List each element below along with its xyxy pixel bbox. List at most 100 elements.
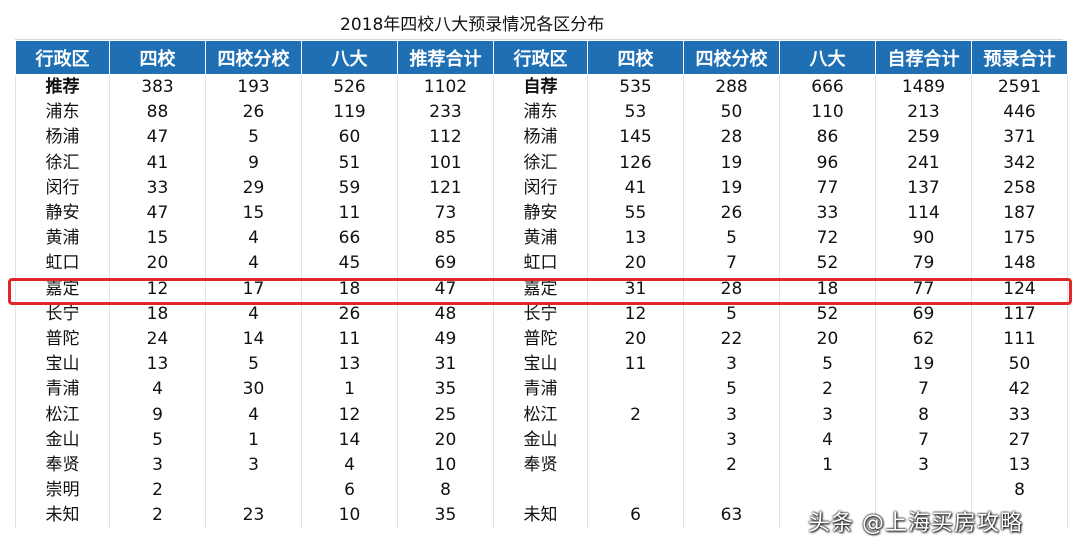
value-cell: 4 [779, 427, 876, 453]
value-cell: 41 [109, 150, 206, 176]
value-cell: 2 [109, 503, 206, 529]
value-cell: 3 [683, 352, 780, 378]
value-cell: 4 [205, 402, 302, 428]
district-cell: 虹口 [15, 251, 110, 277]
value-cell: 77 [875, 276, 972, 302]
value-cell: 27 [971, 427, 1068, 453]
column-header: 八大 [301, 40, 398, 75]
value-cell: 7 [875, 377, 972, 403]
value-cell: 12 [109, 276, 206, 302]
district-cell: 普陀 [15, 326, 110, 353]
value-cell: 7 [683, 251, 780, 277]
value-cell: 114 [875, 200, 972, 227]
district-cell: 松江 [493, 402, 588, 428]
value-cell: 258 [971, 175, 1068, 201]
value-cell: 25 [397, 402, 494, 428]
value-cell: 49 [397, 326, 494, 353]
value-cell: 175 [971, 226, 1068, 252]
value-cell: 11 [587, 352, 684, 378]
value-cell: 1102 [397, 74, 494, 101]
value-cell: 446 [971, 100, 1068, 126]
district-cell: 黄浦 [15, 226, 110, 252]
value-cell: 13 [971, 452, 1068, 478]
value-cell: 1 [779, 452, 876, 478]
value-cell [587, 478, 684, 504]
value-cell: 2 [587, 402, 684, 428]
value-cell: 20 [587, 251, 684, 277]
value-cell: 62 [875, 326, 972, 353]
value-cell: 121 [397, 175, 494, 201]
value-cell: 3 [875, 452, 972, 478]
value-cell: 5 [683, 301, 780, 327]
value-cell: 2 [683, 452, 780, 478]
table-row: 未知 2 23 10 35 未知 6 63 [15, 503, 1068, 529]
value-cell: 55 [587, 200, 684, 227]
value-cell: 117 [971, 301, 1068, 327]
value-cell: 14 [205, 326, 302, 353]
value-cell: 29 [205, 175, 302, 201]
table-row: 崇明 2 6 8 8 [15, 478, 1068, 504]
value-cell: 12 [301, 402, 398, 428]
value-cell: 4 [205, 251, 302, 277]
value-cell [875, 503, 972, 529]
district-cell: 青浦 [15, 377, 110, 403]
value-cell: 4 [109, 377, 206, 403]
value-cell: 88 [109, 100, 206, 126]
table-row: 嘉定 12 17 18 47 嘉定 31 28 18 77 124 [15, 276, 1068, 302]
value-cell: 69 [875, 301, 972, 327]
table-row: 普陀 24 14 11 49 普陀 20 22 20 62 111 [15, 326, 1068, 353]
column-header: 八大 [779, 40, 876, 75]
district-cell [493, 478, 588, 504]
value-cell: 5 [205, 125, 302, 151]
value-cell: 8 [971, 478, 1068, 504]
value-cell: 35 [397, 503, 494, 529]
value-cell: 24 [109, 326, 206, 353]
value-cell: 85 [397, 226, 494, 252]
value-cell: 187 [971, 200, 1068, 227]
column-header: 四校分校 [683, 40, 780, 75]
value-cell: 4 [205, 226, 302, 252]
district-cell: 杨浦 [493, 125, 588, 151]
value-cell: 73 [397, 200, 494, 227]
value-cell: 526 [301, 74, 398, 101]
table-row: 静安 47 15 11 73 静安 55 26 33 114 187 [15, 200, 1068, 227]
value-cell: 22 [683, 326, 780, 353]
value-cell: 52 [779, 301, 876, 327]
value-cell: 77 [779, 175, 876, 201]
district-cell: 徐汇 [15, 150, 110, 176]
value-cell: 288 [683, 74, 780, 101]
district-cell: 浦东 [15, 100, 110, 126]
value-cell: 5 [109, 427, 206, 453]
value-cell: 90 [875, 226, 972, 252]
district-cell: 闵行 [493, 175, 588, 201]
district-cell: 长宁 [15, 301, 110, 327]
value-cell: 96 [779, 150, 876, 176]
district-cell: 奉贤 [493, 452, 588, 478]
value-cell: 13 [109, 352, 206, 378]
value-cell: 193 [205, 74, 302, 101]
value-cell: 23 [205, 503, 302, 529]
district-cell: 徐汇 [493, 150, 588, 176]
district-cell: 嘉定 [493, 276, 588, 302]
district-cell: 青浦 [493, 377, 588, 403]
value-cell: 50 [971, 352, 1068, 378]
value-cell: 126 [587, 150, 684, 176]
district-cell: 金山 [15, 427, 110, 453]
value-cell: 148 [971, 251, 1068, 277]
value-cell: 20 [397, 427, 494, 453]
value-cell: 3 [779, 402, 876, 428]
value-cell: 213 [875, 100, 972, 126]
table-row: 虹口 20 4 45 69 虹口 20 7 52 79 148 [15, 251, 1068, 277]
value-cell: 2 [109, 478, 206, 504]
header-row: 行政区 四校 四校分校 八大 推荐合计 行政区 四校 四校分校 八大 自荐合计 预录合计 [15, 40, 1068, 75]
value-cell: 17 [205, 276, 302, 302]
value-cell: 51 [301, 150, 398, 176]
table-row: 宝山 13 5 13 31 宝山 11 3 5 19 50 [15, 352, 1068, 378]
district-cell: 崇明 [15, 478, 110, 504]
column-header: 行政区 [15, 40, 110, 75]
value-cell: 11 [301, 200, 398, 227]
value-cell [875, 478, 972, 504]
value-cell: 9 [205, 150, 302, 176]
table-row: 闵行 33 29 59 121 闵行 41 19 77 137 258 [15, 175, 1068, 201]
district-cell: 杨浦 [15, 125, 110, 151]
